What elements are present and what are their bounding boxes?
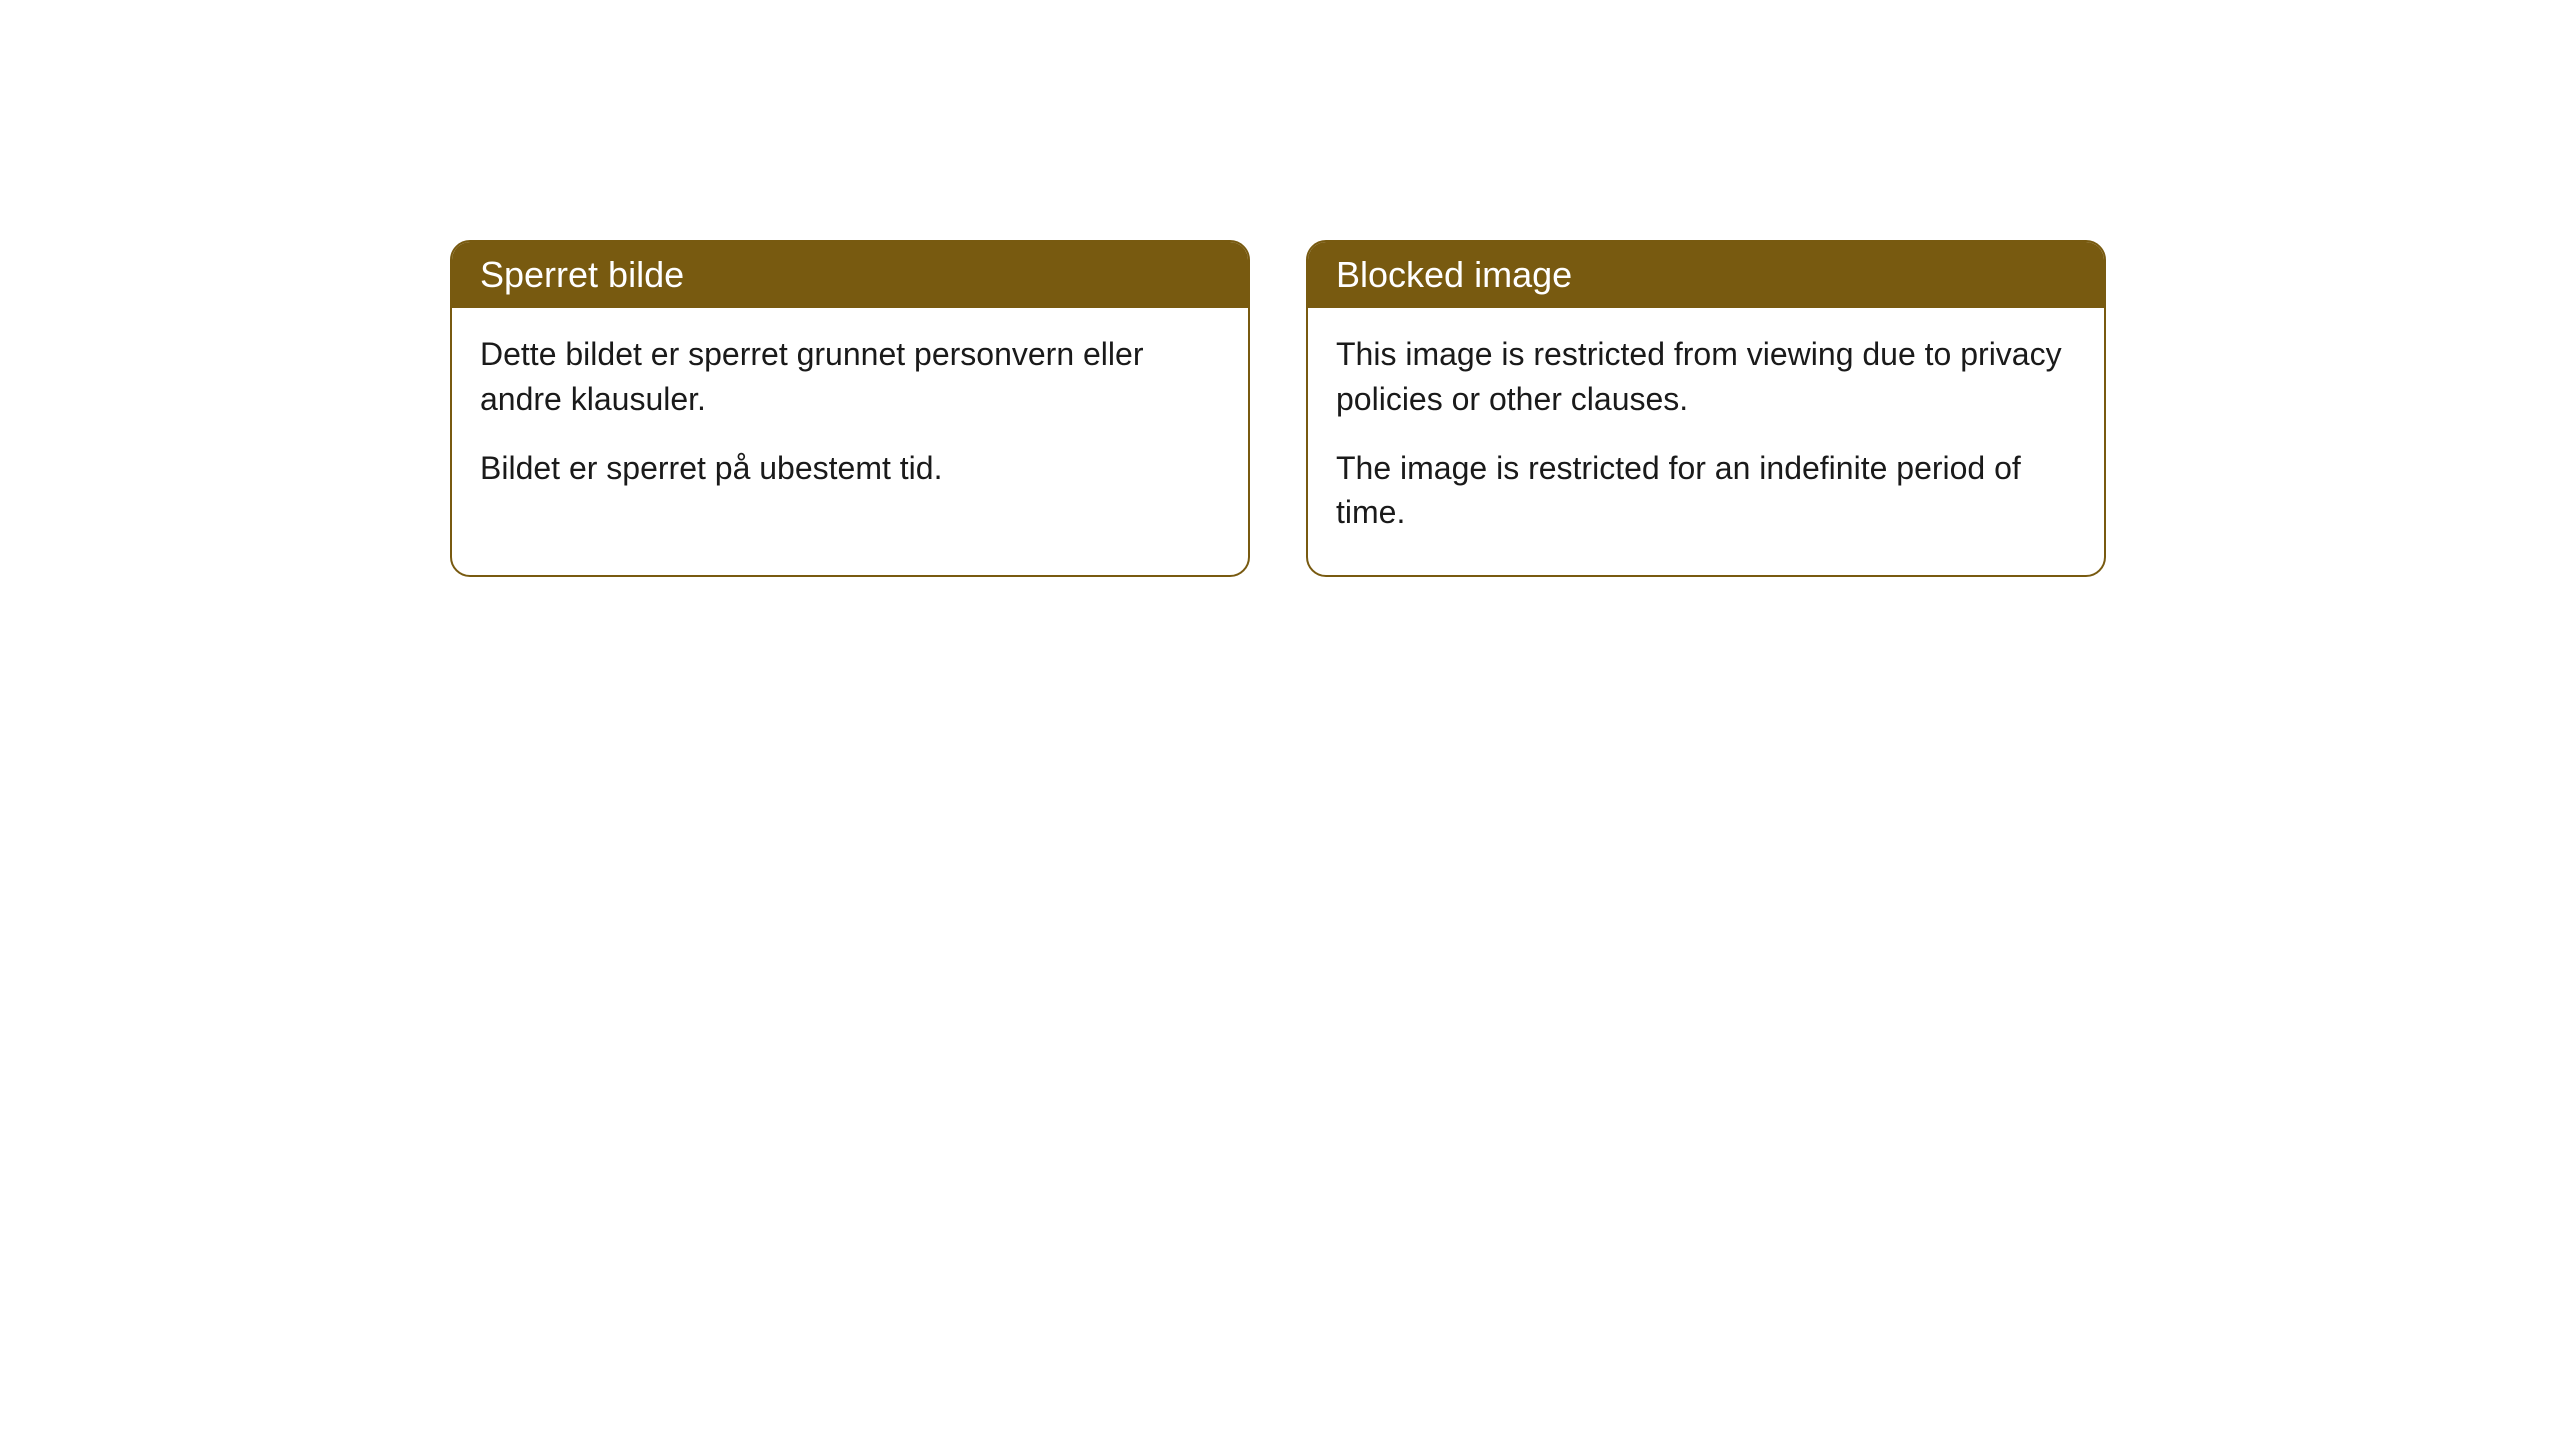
notice-container: Sperret bilde Dette bildet er sperret gr… — [450, 240, 2106, 577]
notice-text-norwegian-1: Dette bildet er sperret grunnet personve… — [480, 332, 1220, 422]
card-header-norwegian: Sperret bilde — [452, 242, 1248, 308]
blocked-image-card-english: Blocked image This image is restricted f… — [1306, 240, 2106, 577]
blocked-image-card-norwegian: Sperret bilde Dette bildet er sperret gr… — [450, 240, 1250, 577]
card-body-english: This image is restricted from viewing du… — [1308, 308, 2104, 575]
card-body-norwegian: Dette bildet er sperret grunnet personve… — [452, 308, 1248, 530]
notice-text-english-1: This image is restricted from viewing du… — [1336, 332, 2076, 422]
card-header-english: Blocked image — [1308, 242, 2104, 308]
notice-text-norwegian-2: Bildet er sperret på ubestemt tid. — [480, 446, 1220, 491]
notice-text-english-2: The image is restricted for an indefinit… — [1336, 446, 2076, 536]
